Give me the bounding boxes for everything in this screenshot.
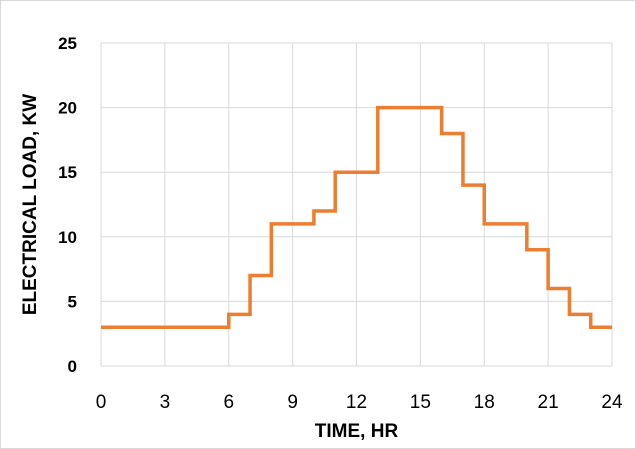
x-tick-label: 15: [410, 392, 431, 413]
x-tick-labels: 0 3 6 9 12 15 18 21 24: [96, 392, 623, 413]
x-tick-label: 3: [160, 392, 171, 413]
y-tick-label: 0: [68, 357, 77, 376]
gridlines: [100, 42, 613, 367]
x-tick-label: 21: [538, 392, 559, 413]
y-tick-label: 20: [58, 99, 77, 118]
x-tick-label: 24: [601, 392, 623, 413]
x-tick-label: 6: [223, 392, 234, 413]
y-tick-labels: 0 5 10 15 20 25: [58, 34, 77, 376]
x-axis-title: TIME, HR: [315, 421, 399, 442]
series-group: [101, 105, 612, 329]
x-tick-label: 18: [474, 392, 495, 413]
x-tick-label: 0: [96, 392, 107, 413]
y-axis-title: ELECTRICAL LOAD, KW: [20, 94, 41, 315]
y-tick-label: 10: [58, 228, 77, 247]
series-line: [101, 105, 612, 329]
y-tick-label: 25: [58, 34, 77, 53]
x-tick-label: 12: [346, 392, 367, 413]
x-tick-label: 9: [287, 392, 298, 413]
y-tick-label: 15: [58, 163, 77, 182]
y-tick-label: 5: [68, 292, 77, 311]
